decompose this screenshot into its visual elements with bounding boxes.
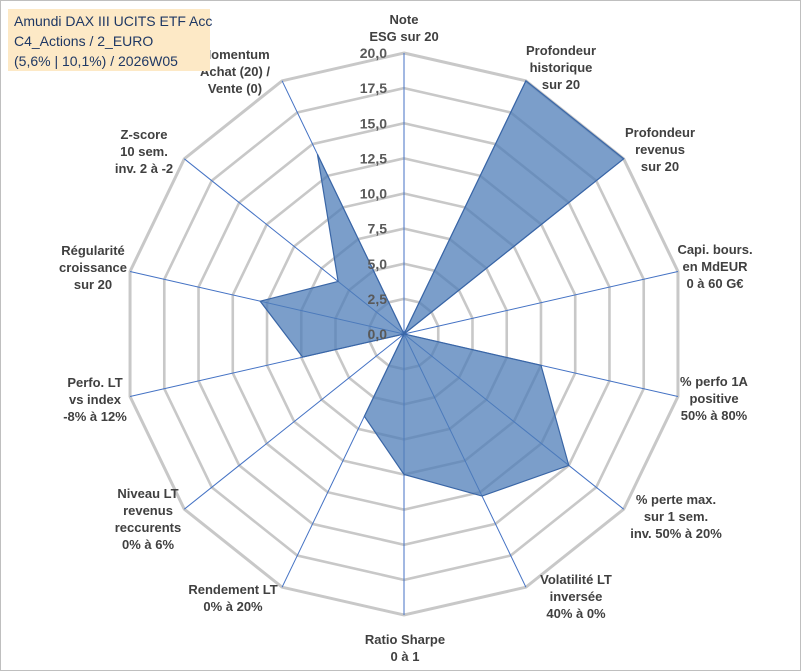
radar-axis-labels: Note ESG sur 20 Profondeur historique sur 20…: [59, 12, 753, 664]
tick-label-4: 10,0: [360, 186, 387, 202]
axis-label-11: Régularité croissance sur 20: [59, 243, 127, 292]
tick-label-8: 20,0: [360, 45, 387, 61]
spoke-3: [403, 270, 679, 335]
axis-label-1: Profondeur historique sur 20: [526, 43, 596, 92]
tick-label-0: 0,0: [368, 326, 388, 342]
axis-label-5: % perte max. sur 1 sem. inv. 50% à 20%: [630, 492, 722, 541]
tick-label-2: 5,0: [368, 256, 388, 272]
tick-label-7: 17,5: [360, 80, 387, 96]
axis-label-2: Profondeur revenus sur 20: [625, 125, 695, 174]
tick-label-6: 15,0: [360, 115, 387, 131]
spoke-9: [183, 333, 405, 510]
chart-title-line-1: Amundi DAX III UCITS ETF Acc: [14, 13, 213, 29]
tick-label-3: 7,5: [368, 221, 388, 237]
axis-label-12: Z-score 10 sem. inv. 2 à -2: [115, 127, 173, 176]
axis-label-7: Ratio Sharpe 0 à 1: [365, 632, 445, 664]
chart-title-box: Amundi DAX III UCITS ETF Acc C4_Actions …: [8, 9, 213, 71]
axis-label-10: Perfo. LT vs index -8% à 12%: [63, 375, 127, 424]
axis-label-9: Niveau LT revenus reccurents 0% à 6%: [115, 486, 181, 552]
series-area: [259, 79, 625, 497]
radar-series: [259, 79, 625, 497]
axis-label-6: Volatilité LT inversée 40% à 0%: [540, 572, 612, 621]
axis-label-13: Momentum Achat (20) / Vente (0): [200, 47, 270, 96]
tick-label-5: 12,5: [360, 150, 387, 166]
axis-label-3: Capi. bours. en MdEUR 0 à 60 G€: [677, 242, 752, 291]
axis-label-4: % perfo 1A positive 50% à 80%: [680, 374, 749, 423]
chart-title-line-3: (5,6% | 10,1%) / 2026W05: [14, 53, 178, 69]
tick-label-1: 2,5: [368, 291, 388, 307]
axis-label-0: Note ESG sur 20: [369, 12, 438, 44]
radar-tick-labels: 0,0 2,5 5,0 7,5 10,0 12,5 15,0 17,5 20,0: [360, 45, 387, 342]
axis-label-8: Rendement LT 0% à 20%: [188, 582, 277, 614]
chart-title-line-2: C4_Actions / 2_EURO: [14, 33, 154, 49]
